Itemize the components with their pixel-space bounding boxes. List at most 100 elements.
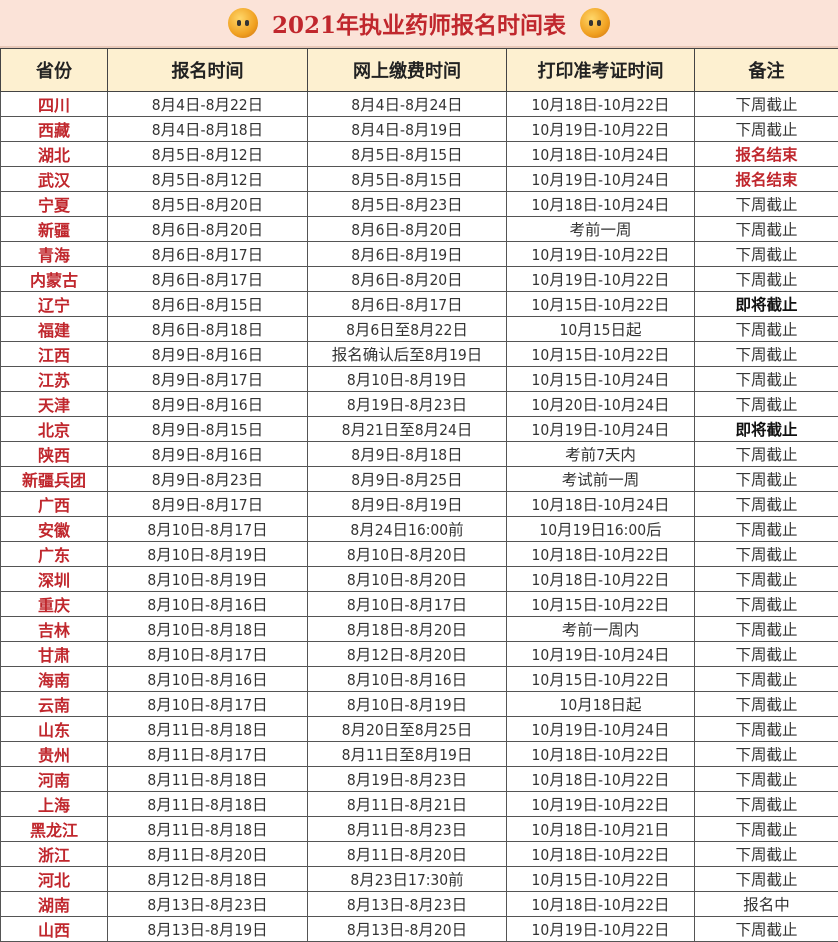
registration-time-cell: 8月9日-8月23日 <box>108 467 308 492</box>
registration-time-cell: 8月5日-8月20日 <box>108 192 308 217</box>
admission-ticket-time-cell: 10月15日-10月22日 <box>507 667 695 692</box>
admission-ticket-time-cell: 10月19日-10月24日 <box>507 717 695 742</box>
payment-time-cell: 8月13日-8月20日 <box>308 917 507 942</box>
remarks-cell: 下周截止 <box>695 117 838 142</box>
payment-time-cell: 8月6日-8月20日 <box>308 267 507 292</box>
admission-ticket-time-cell: 10月18日-10月24日 <box>507 142 695 167</box>
registration-time-cell: 8月13日-8月19日 <box>108 917 308 942</box>
remarks-cell: 下周截止 <box>695 667 838 692</box>
payment-time-cell: 8月6日-8月17日 <box>308 292 507 317</box>
header-province: 省份 <box>1 49 108 92</box>
province-cell: 四川 <box>1 92 108 117</box>
admission-ticket-time-cell: 10月18日-10月22日 <box>507 767 695 792</box>
admission-ticket-time-cell: 10月18日-10月22日 <box>507 892 695 917</box>
province-cell: 福建 <box>1 317 108 342</box>
registration-time-cell: 8月10日-8月19日 <box>108 567 308 592</box>
remarks-cell: 下周截止 <box>695 542 838 567</box>
admission-ticket-time-cell: 10月18日-10月21日 <box>507 817 695 842</box>
payment-time-cell: 报名确认后至8月19日 <box>308 342 507 367</box>
admission-ticket-time-cell: 10月15日-10月22日 <box>507 867 695 892</box>
admission-ticket-time-cell: 10月19日-10月24日 <box>507 417 695 442</box>
registration-time-cell: 8月9日-8月17日 <box>108 492 308 517</box>
province-cell: 江苏 <box>1 367 108 392</box>
payment-time-cell: 8月19日-8月23日 <box>308 767 507 792</box>
province-cell: 云南 <box>1 692 108 717</box>
smiley-emoji-icon <box>580 8 610 38</box>
province-cell: 浙江 <box>1 842 108 867</box>
remarks-cell: 即将截止 <box>695 292 838 317</box>
registration-time-cell: 8月13日-8月23日 <box>108 892 308 917</box>
admission-ticket-time-cell: 10月18日-10月24日 <box>507 192 695 217</box>
province-cell: 辽宁 <box>1 292 108 317</box>
payment-time-cell: 8月19日-8月23日 <box>308 392 507 417</box>
registration-time-cell: 8月11日-8月20日 <box>108 842 308 867</box>
admission-ticket-time-cell: 10月15日-10月22日 <box>507 592 695 617</box>
payment-time-cell: 8月18日-8月20日 <box>308 617 507 642</box>
registration-time-cell: 8月9日-8月17日 <box>108 367 308 392</box>
registration-time-cell: 8月9日-8月16日 <box>108 342 308 367</box>
header-row: 省份 报名时间 网上缴费时间 打印准考证时间 备注 <box>1 49 838 92</box>
admission-ticket-time-cell: 10月19日-10月22日 <box>507 117 695 142</box>
payment-time-cell: 8月6日-8月19日 <box>308 242 507 267</box>
remarks-cell: 下周截止 <box>695 642 838 667</box>
registration-time-cell: 8月6日-8月15日 <box>108 292 308 317</box>
registration-time-cell: 8月12日-8月18日 <box>108 867 308 892</box>
remarks-cell: 下周截止 <box>695 867 838 892</box>
admission-ticket-time-cell: 10月18日-10月22日 <box>507 542 695 567</box>
province-cell: 广东 <box>1 542 108 567</box>
remarks-cell: 下周截止 <box>695 217 838 242</box>
admission-ticket-time-cell: 10月15日-10月22日 <box>507 342 695 367</box>
remarks-cell: 下周截止 <box>695 567 838 592</box>
payment-time-cell: 8月6日-8月20日 <box>308 217 507 242</box>
registration-time-cell: 8月6日-8月18日 <box>108 317 308 342</box>
payment-time-cell: 8月9日-8月19日 <box>308 492 507 517</box>
remarks-cell: 下周截止 <box>695 592 838 617</box>
registration-time-cell: 8月5日-8月12日 <box>108 167 308 192</box>
admission-ticket-time-cell: 10月19日-10月24日 <box>507 167 695 192</box>
remarks-cell: 下周截止 <box>695 617 838 642</box>
remarks-cell: 下周截止 <box>695 267 838 292</box>
payment-time-cell: 8月11日-8月21日 <box>308 792 507 817</box>
registration-time-cell: 8月10日-8月17日 <box>108 642 308 667</box>
remarks-cell: 下周截止 <box>695 367 838 392</box>
registration-time-cell: 8月9日-8月16日 <box>108 392 308 417</box>
remarks-cell: 即将截止 <box>695 417 838 442</box>
province-cell: 湖南 <box>1 892 108 917</box>
remarks-cell: 下周截止 <box>695 392 838 417</box>
province-cell: 广西 <box>1 492 108 517</box>
payment-time-cell: 8月24日16:00前 <box>308 517 507 542</box>
remarks-cell: 下周截止 <box>695 492 838 517</box>
province-cell: 山东 <box>1 717 108 742</box>
payment-time-cell: 8月9日-8月25日 <box>308 467 507 492</box>
remarks-cell: 下周截止 <box>695 742 838 767</box>
registration-time-cell: 8月11日-8月18日 <box>108 717 308 742</box>
province-cell: 天津 <box>1 392 108 417</box>
province-cell: 深圳 <box>1 567 108 592</box>
payment-time-cell: 8月10日-8月20日 <box>308 542 507 567</box>
province-cell: 湖北 <box>1 142 108 167</box>
admission-ticket-time-cell: 10月19日-10月22日 <box>507 792 695 817</box>
payment-time-cell: 8月6日至8月22日 <box>308 317 507 342</box>
registration-time-cell: 8月10日-8月16日 <box>108 667 308 692</box>
remarks-cell: 下周截止 <box>695 767 838 792</box>
province-cell: 山西 <box>1 917 108 942</box>
remarks-cell: 下周截止 <box>695 792 838 817</box>
province-cell: 内蒙古 <box>1 267 108 292</box>
remarks-cell: 下周截止 <box>695 817 838 842</box>
admission-ticket-time-cell: 10月15日-10月22日 <box>507 292 695 317</box>
